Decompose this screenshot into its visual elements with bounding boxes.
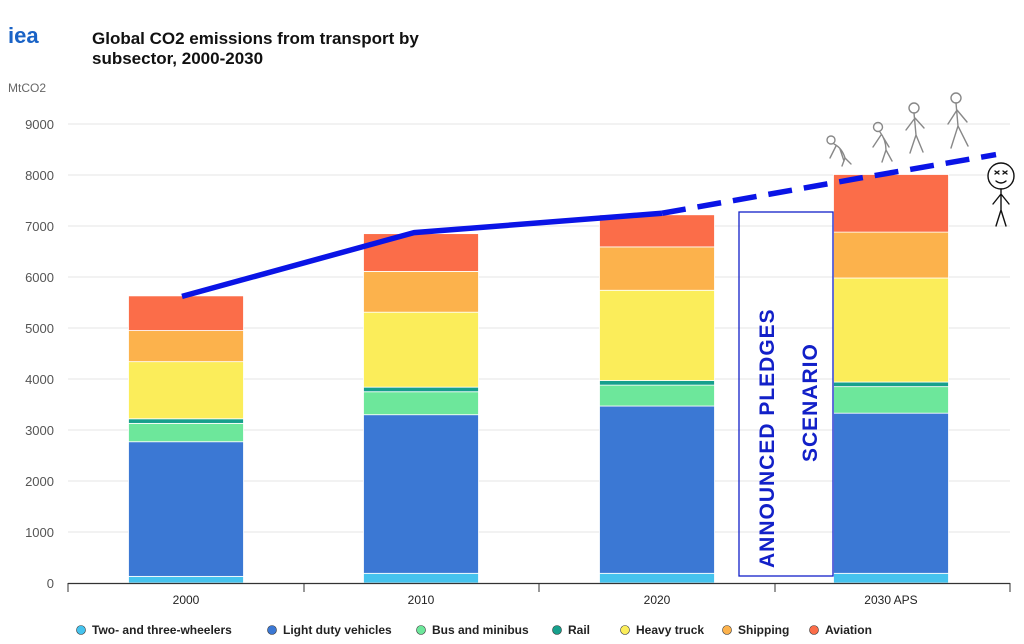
ape-figure-icon	[826, 135, 852, 167]
legend-label: Light duty vehicles	[283, 623, 392, 637]
dizzy-person-icon	[987, 162, 1015, 227]
bar-segment	[128, 330, 244, 363]
legend-label: Heavy truck	[636, 623, 704, 637]
legend-label: Shipping	[738, 623, 789, 637]
legend-swatch	[722, 625, 732, 635]
legend-item: Rail	[552, 623, 590, 637]
hominid-figure-icon	[905, 102, 925, 154]
bar-segment	[363, 386, 479, 393]
y-tick-label: 8000	[25, 168, 54, 183]
chart-title-line-2: subsector, 2000-2030	[92, 49, 263, 68]
iea-logo: iea	[8, 23, 39, 48]
legend-item: Light duty vehicles	[267, 623, 392, 637]
legend-swatch	[416, 625, 426, 635]
bar-segment	[599, 380, 715, 386]
bar-segment	[363, 270, 479, 313]
legend-item: Shipping	[722, 623, 789, 637]
x-axis	[67, 582, 1011, 592]
bar-stack-3	[833, 174, 949, 584]
bar-segment	[833, 231, 949, 279]
y-tick-label: 3000	[25, 423, 54, 438]
legend-label: Two- and three-wheelers	[92, 623, 232, 637]
bar-segment	[128, 575, 244, 584]
bar-segment	[833, 412, 949, 574]
bar-segment	[833, 386, 949, 414]
trend-line	[181, 151, 997, 300]
y-tick-label: 2000	[25, 474, 54, 489]
bar-segment	[599, 572, 715, 584]
bar-segment	[128, 361, 244, 420]
legend-swatch	[552, 625, 562, 635]
legend-label: Rail	[568, 623, 590, 637]
legend: Two- and three-wheelers Light duty vehicl…	[76, 623, 872, 637]
bar-segment	[833, 277, 949, 383]
bar-segment	[363, 572, 479, 584]
bar-segment	[833, 174, 949, 233]
legend-swatch	[267, 625, 277, 635]
y-axis-ticks: 0 1000 2000 3000 4000 5000 6000 7000 8000 9000	[25, 117, 54, 591]
legend-swatch	[809, 625, 819, 635]
bar-stack-2	[599, 214, 715, 584]
bar-segment	[599, 214, 715, 248]
bar-stacks	[128, 174, 949, 584]
scenario-label-line-2: SCENARIO	[799, 343, 822, 462]
legend-item: Two- and three-wheelers	[76, 623, 232, 637]
y-axis-unit: MtCO2	[8, 81, 46, 95]
bar-segment	[363, 414, 479, 574]
y-tick-label: 0	[47, 576, 54, 591]
bar-segment	[599, 246, 715, 291]
legend-item: Aviation	[809, 623, 872, 637]
legend-item: Bus and minibus	[416, 623, 529, 637]
bar-segment	[363, 311, 479, 388]
bar-segment	[833, 572, 949, 584]
evolution-sketch-icon	[826, 92, 969, 167]
bar-segment	[599, 405, 715, 574]
trend-line-dashed	[661, 151, 997, 216]
y-tick-label: 1000	[25, 525, 54, 540]
y-tick-label: 6000	[25, 270, 54, 285]
chart-title-line-1: Global CO2 emissions from transport by	[92, 29, 419, 48]
x-tick-label: 2000	[173, 593, 200, 607]
y-tick-label: 4000	[25, 372, 54, 387]
scenario-label-line-1: ANNOUNCED PLEDGES	[756, 308, 779, 568]
bar-segment	[128, 295, 244, 331]
x-tick-label: 2030 APS	[864, 593, 917, 607]
x-tick-label: 2010	[408, 593, 435, 607]
bar-segment	[128, 422, 244, 443]
bar-segment	[833, 381, 949, 388]
x-tick-label: 2020	[644, 593, 671, 607]
y-tick-label: 7000	[25, 219, 54, 234]
bar-segment	[128, 441, 244, 577]
y-tick-label: 9000	[25, 117, 54, 132]
bar-stack-0	[128, 295, 244, 584]
bar-segment	[128, 418, 244, 424]
bar-segment	[363, 391, 479, 416]
scenario-box	[738, 211, 834, 577]
early-human-figure-icon	[872, 121, 893, 163]
bar-segment	[599, 289, 715, 381]
human-walking-figure-icon	[947, 92, 969, 149]
y-tick-label: 5000	[25, 321, 54, 336]
legend-item: Heavy truck	[620, 623, 704, 637]
bar-segment	[599, 384, 715, 407]
trend-line-solid	[181, 210, 663, 300]
legend-label: Bus and minibus	[432, 623, 529, 637]
scenario-annotation: ANNOUNCED PLEDGES SCENARIO	[738, 211, 834, 577]
legend-label: Aviation	[825, 623, 872, 637]
legend-swatch	[620, 625, 630, 635]
bar-stack-1	[363, 233, 479, 584]
legend-swatch	[76, 625, 86, 635]
x-axis-ticks: 2000 2010 2020 2030 APS	[173, 593, 918, 607]
